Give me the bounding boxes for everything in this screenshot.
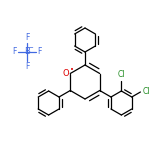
Text: F: F (25, 33, 29, 42)
Text: •: • (70, 67, 74, 74)
Text: F: F (25, 62, 29, 71)
Text: Cl: Cl (118, 70, 125, 79)
Text: F: F (37, 47, 41, 57)
Text: B: B (24, 47, 30, 57)
Text: O: O (63, 69, 69, 78)
Text: F: F (13, 47, 17, 57)
Text: Cl: Cl (142, 88, 150, 97)
Text: −: − (27, 45, 33, 52)
